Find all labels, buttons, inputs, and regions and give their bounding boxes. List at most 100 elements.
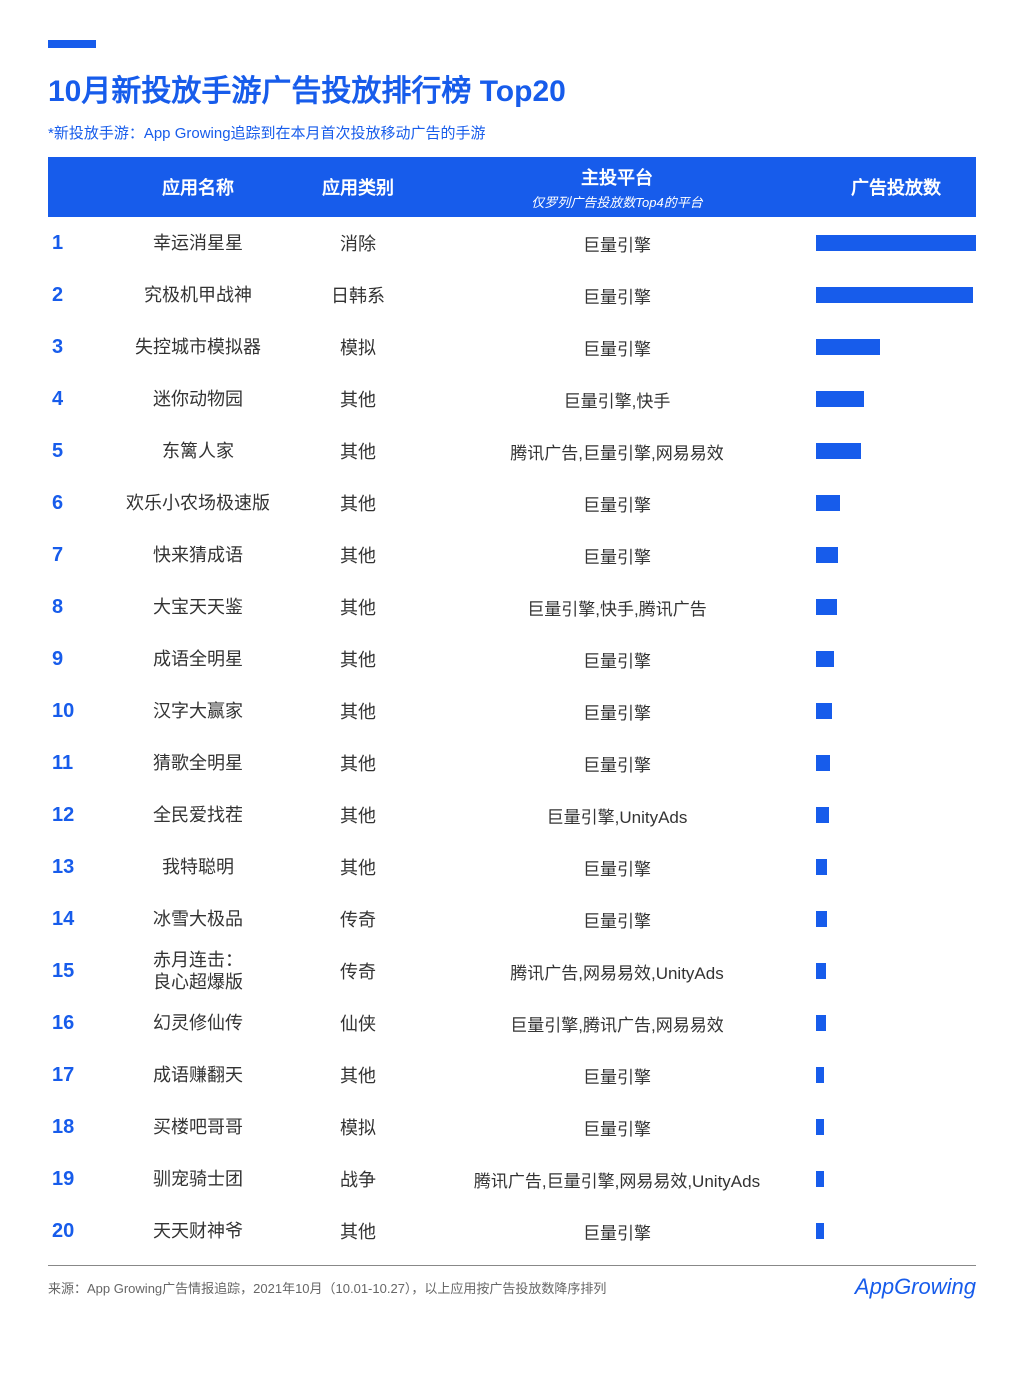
ad-count-bar: [816, 755, 830, 771]
bar-cell: [816, 443, 976, 459]
name-cell: 驯宠骑士团: [98, 1168, 298, 1191]
table-row: 10汉字大赢家其他巨量引擎: [48, 685, 976, 737]
name-cell: 欢乐小农场极速版: [98, 492, 298, 515]
ad-count-bar: [816, 547, 838, 563]
brand-logo: AppGrowing: [855, 1274, 976, 1300]
ad-count-bar: [816, 599, 837, 615]
ad-count-bar: [816, 1067, 824, 1083]
rank-cell: 7: [48, 544, 98, 567]
name-cell: 猜歌全明星: [98, 752, 298, 775]
table-row: 18买楼吧哥哥模拟巨量引擎: [48, 1101, 976, 1153]
ad-count-bar: [816, 339, 880, 355]
bar-cell: [816, 495, 976, 511]
ad-count-bar: [816, 1223, 824, 1239]
table-row: 16幻灵修仙传仙侠巨量引擎,腾讯广告,网易易效: [48, 997, 976, 1049]
category-cell: 战争: [298, 1166, 418, 1192]
category-cell: 传奇: [298, 906, 418, 932]
ad-count-bar: [816, 443, 861, 459]
category-cell: 其他: [298, 542, 418, 568]
rank-cell: 19: [48, 1168, 98, 1191]
name-cell: 赤月连击： 良心超爆版: [98, 949, 298, 994]
platform-cell: 巨量引擎: [418, 751, 816, 776]
name-cell: 失控城市模拟器: [98, 336, 298, 359]
name-cell: 大宝天天鉴: [98, 596, 298, 619]
ad-count-bar: [816, 235, 976, 251]
rank-cell: 15: [48, 960, 98, 983]
category-cell: 其他: [298, 490, 418, 516]
name-cell: 成语赚翻天: [98, 1064, 298, 1087]
table-row: 11猜歌全明星其他巨量引擎: [48, 737, 976, 789]
platform-cell: 巨量引擎: [418, 647, 816, 672]
platform-cell: 巨量引擎: [418, 1219, 816, 1244]
rank-cell: 11: [48, 752, 98, 775]
bar-cell: [816, 599, 976, 615]
rank-cell: 3: [48, 336, 98, 359]
table-row: 9成语全明星其他巨量引擎: [48, 633, 976, 685]
platform-cell: 巨量引擎,UnityAds: [418, 803, 816, 828]
footer-divider: [48, 1265, 976, 1266]
ranking-table: 应用名称 应用类别 主投平台 仅罗列广告投放数Top4的平台 广告投放数 1幸运…: [48, 157, 976, 1257]
bar-cell: [816, 235, 976, 251]
platform-cell: 巨量引擎: [418, 1115, 816, 1140]
category-cell: 其他: [298, 1218, 418, 1244]
table-row: 12全民爱找茬其他巨量引擎,UnityAds: [48, 789, 976, 841]
ad-count-bar: [816, 807, 829, 823]
rank-cell: 2: [48, 284, 98, 307]
name-cell: 成语全明星: [98, 648, 298, 671]
rank-cell: 10: [48, 700, 98, 723]
bar-cell: [816, 287, 976, 303]
category-cell: 其他: [298, 1062, 418, 1088]
rank-cell: 18: [48, 1116, 98, 1139]
platform-cell: 腾讯广告,巨量引擎,网易易效: [418, 439, 816, 464]
platform-cell: 巨量引擎: [418, 855, 816, 880]
bar-cell: [816, 651, 976, 667]
category-cell: 传奇: [298, 958, 418, 984]
table-row: 15赤月连击： 良心超爆版传奇腾讯广告,网易易效,UnityAds: [48, 945, 976, 997]
rank-cell: 1: [48, 232, 98, 255]
category-cell: 仙侠: [298, 1010, 418, 1036]
header-category: 应用类别: [298, 174, 418, 200]
platform-cell: 巨量引擎: [418, 907, 816, 932]
table-row: 14冰雪大极品传奇巨量引擎: [48, 893, 976, 945]
category-cell: 其他: [298, 698, 418, 724]
rank-cell: 12: [48, 804, 98, 827]
header-name: 应用名称: [98, 174, 298, 200]
header-platform-main: 主投平台: [581, 168, 653, 188]
rank-cell: 17: [48, 1064, 98, 1087]
platform-cell: 巨量引擎: [418, 283, 816, 308]
category-cell: 其他: [298, 594, 418, 620]
footer: 来源：App Growing广告情报追踪，2021年10月（10.01-10.2…: [48, 1274, 976, 1300]
bar-cell: [816, 339, 976, 355]
platform-cell: 巨量引擎,腾讯广告,网易易效: [418, 1011, 816, 1036]
name-cell: 快来猜成语: [98, 544, 298, 567]
platform-cell: 巨量引擎: [418, 335, 816, 360]
name-cell: 冰雪大极品: [98, 908, 298, 931]
name-cell: 幸运消星星: [98, 232, 298, 255]
rank-cell: 13: [48, 856, 98, 879]
category-cell: 其他: [298, 802, 418, 828]
ad-count-bar: [816, 287, 973, 303]
category-cell: 其他: [298, 854, 418, 880]
platform-cell: 巨量引擎: [418, 491, 816, 516]
rank-cell: 5: [48, 440, 98, 463]
rank-cell: 9: [48, 648, 98, 671]
name-cell: 我特聪明: [98, 856, 298, 879]
category-cell: 其他: [298, 750, 418, 776]
name-cell: 汉字大赢家: [98, 700, 298, 723]
page-subtitle: *新投放手游：App Growing追踪到在本月首次投放移动广告的手游: [48, 122, 976, 143]
platform-cell: 巨量引擎: [418, 231, 816, 256]
platform-cell: 巨量引擎: [418, 699, 816, 724]
bar-cell: [816, 1067, 976, 1083]
bar-cell: [816, 1015, 976, 1031]
header-platform: 主投平台 仅罗列广告投放数Top4的平台: [418, 164, 816, 211]
rank-cell: 16: [48, 1012, 98, 1035]
rank-cell: 6: [48, 492, 98, 515]
ad-count-bar: [816, 1015, 826, 1031]
category-cell: 消除: [298, 230, 418, 256]
bar-cell: [816, 1171, 976, 1187]
bar-cell: [816, 547, 976, 563]
name-cell: 迷你动物园: [98, 388, 298, 411]
platform-cell: 巨量引擎: [418, 1063, 816, 1088]
name-cell: 全民爱找茬: [98, 804, 298, 827]
name-cell: 东篱人家: [98, 440, 298, 463]
